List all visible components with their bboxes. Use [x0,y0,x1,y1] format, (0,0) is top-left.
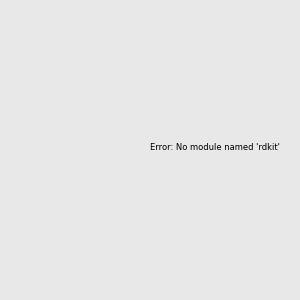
Text: Error: No module named 'rdkit': Error: No module named 'rdkit' [150,143,280,152]
